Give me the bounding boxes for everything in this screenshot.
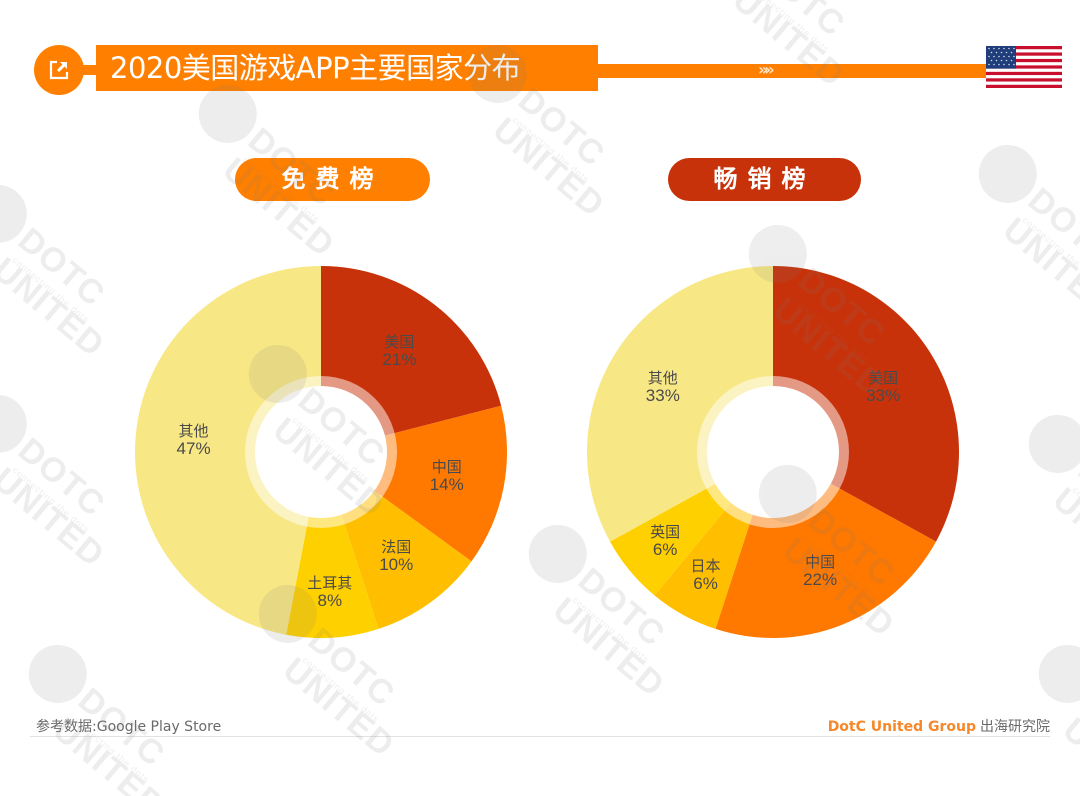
data-source: 参考数据:Google Play Store [36, 719, 222, 735]
slice-label: 其他 47% [176, 421, 211, 458]
slice-label: 中国 22% [803, 553, 838, 589]
slice-label: 日本 6% [690, 556, 721, 593]
header-connector [82, 65, 98, 75]
brand-dept: 出海研究院 [980, 719, 1050, 735]
us-flag-icon [986, 46, 1062, 88]
slice-label: 美国 33% [866, 368, 901, 405]
header-rule [580, 64, 990, 78]
slice-label: 美国 21% [382, 332, 417, 369]
slice-label: 中国 14% [429, 457, 464, 494]
free-chart-title: 免费榜 [235, 158, 430, 201]
donut-slice [135, 266, 321, 635]
footer-rule [30, 736, 1050, 737]
free-donut-chart: 美国 21% 中国 14% 法国 10% 土耳其 8% 其他 47% [131, 262, 511, 642]
brand-name: DotC United Group [827, 719, 976, 735]
slice-label: 法国 10% [379, 537, 414, 574]
page-title: 2020美国游戏APP主要国家分布 [96, 45, 598, 91]
slice-label: 土耳其 8% [307, 573, 353, 610]
grossing-chart-title: 畅销榜 [668, 158, 861, 201]
external-link-icon [34, 45, 84, 95]
grossing-donut-chart: 美国 33% 中国 22% 日本 6% 英国 6% 其他 33% [583, 262, 963, 642]
slice-label: 其他 33% [645, 368, 680, 405]
donut-slice [286, 452, 379, 638]
chevrons-icon: »» [758, 60, 775, 79]
slice-label: 英国 6% [650, 523, 681, 560]
brand-credit: DotC United Group 出海研究院 [828, 716, 1050, 736]
